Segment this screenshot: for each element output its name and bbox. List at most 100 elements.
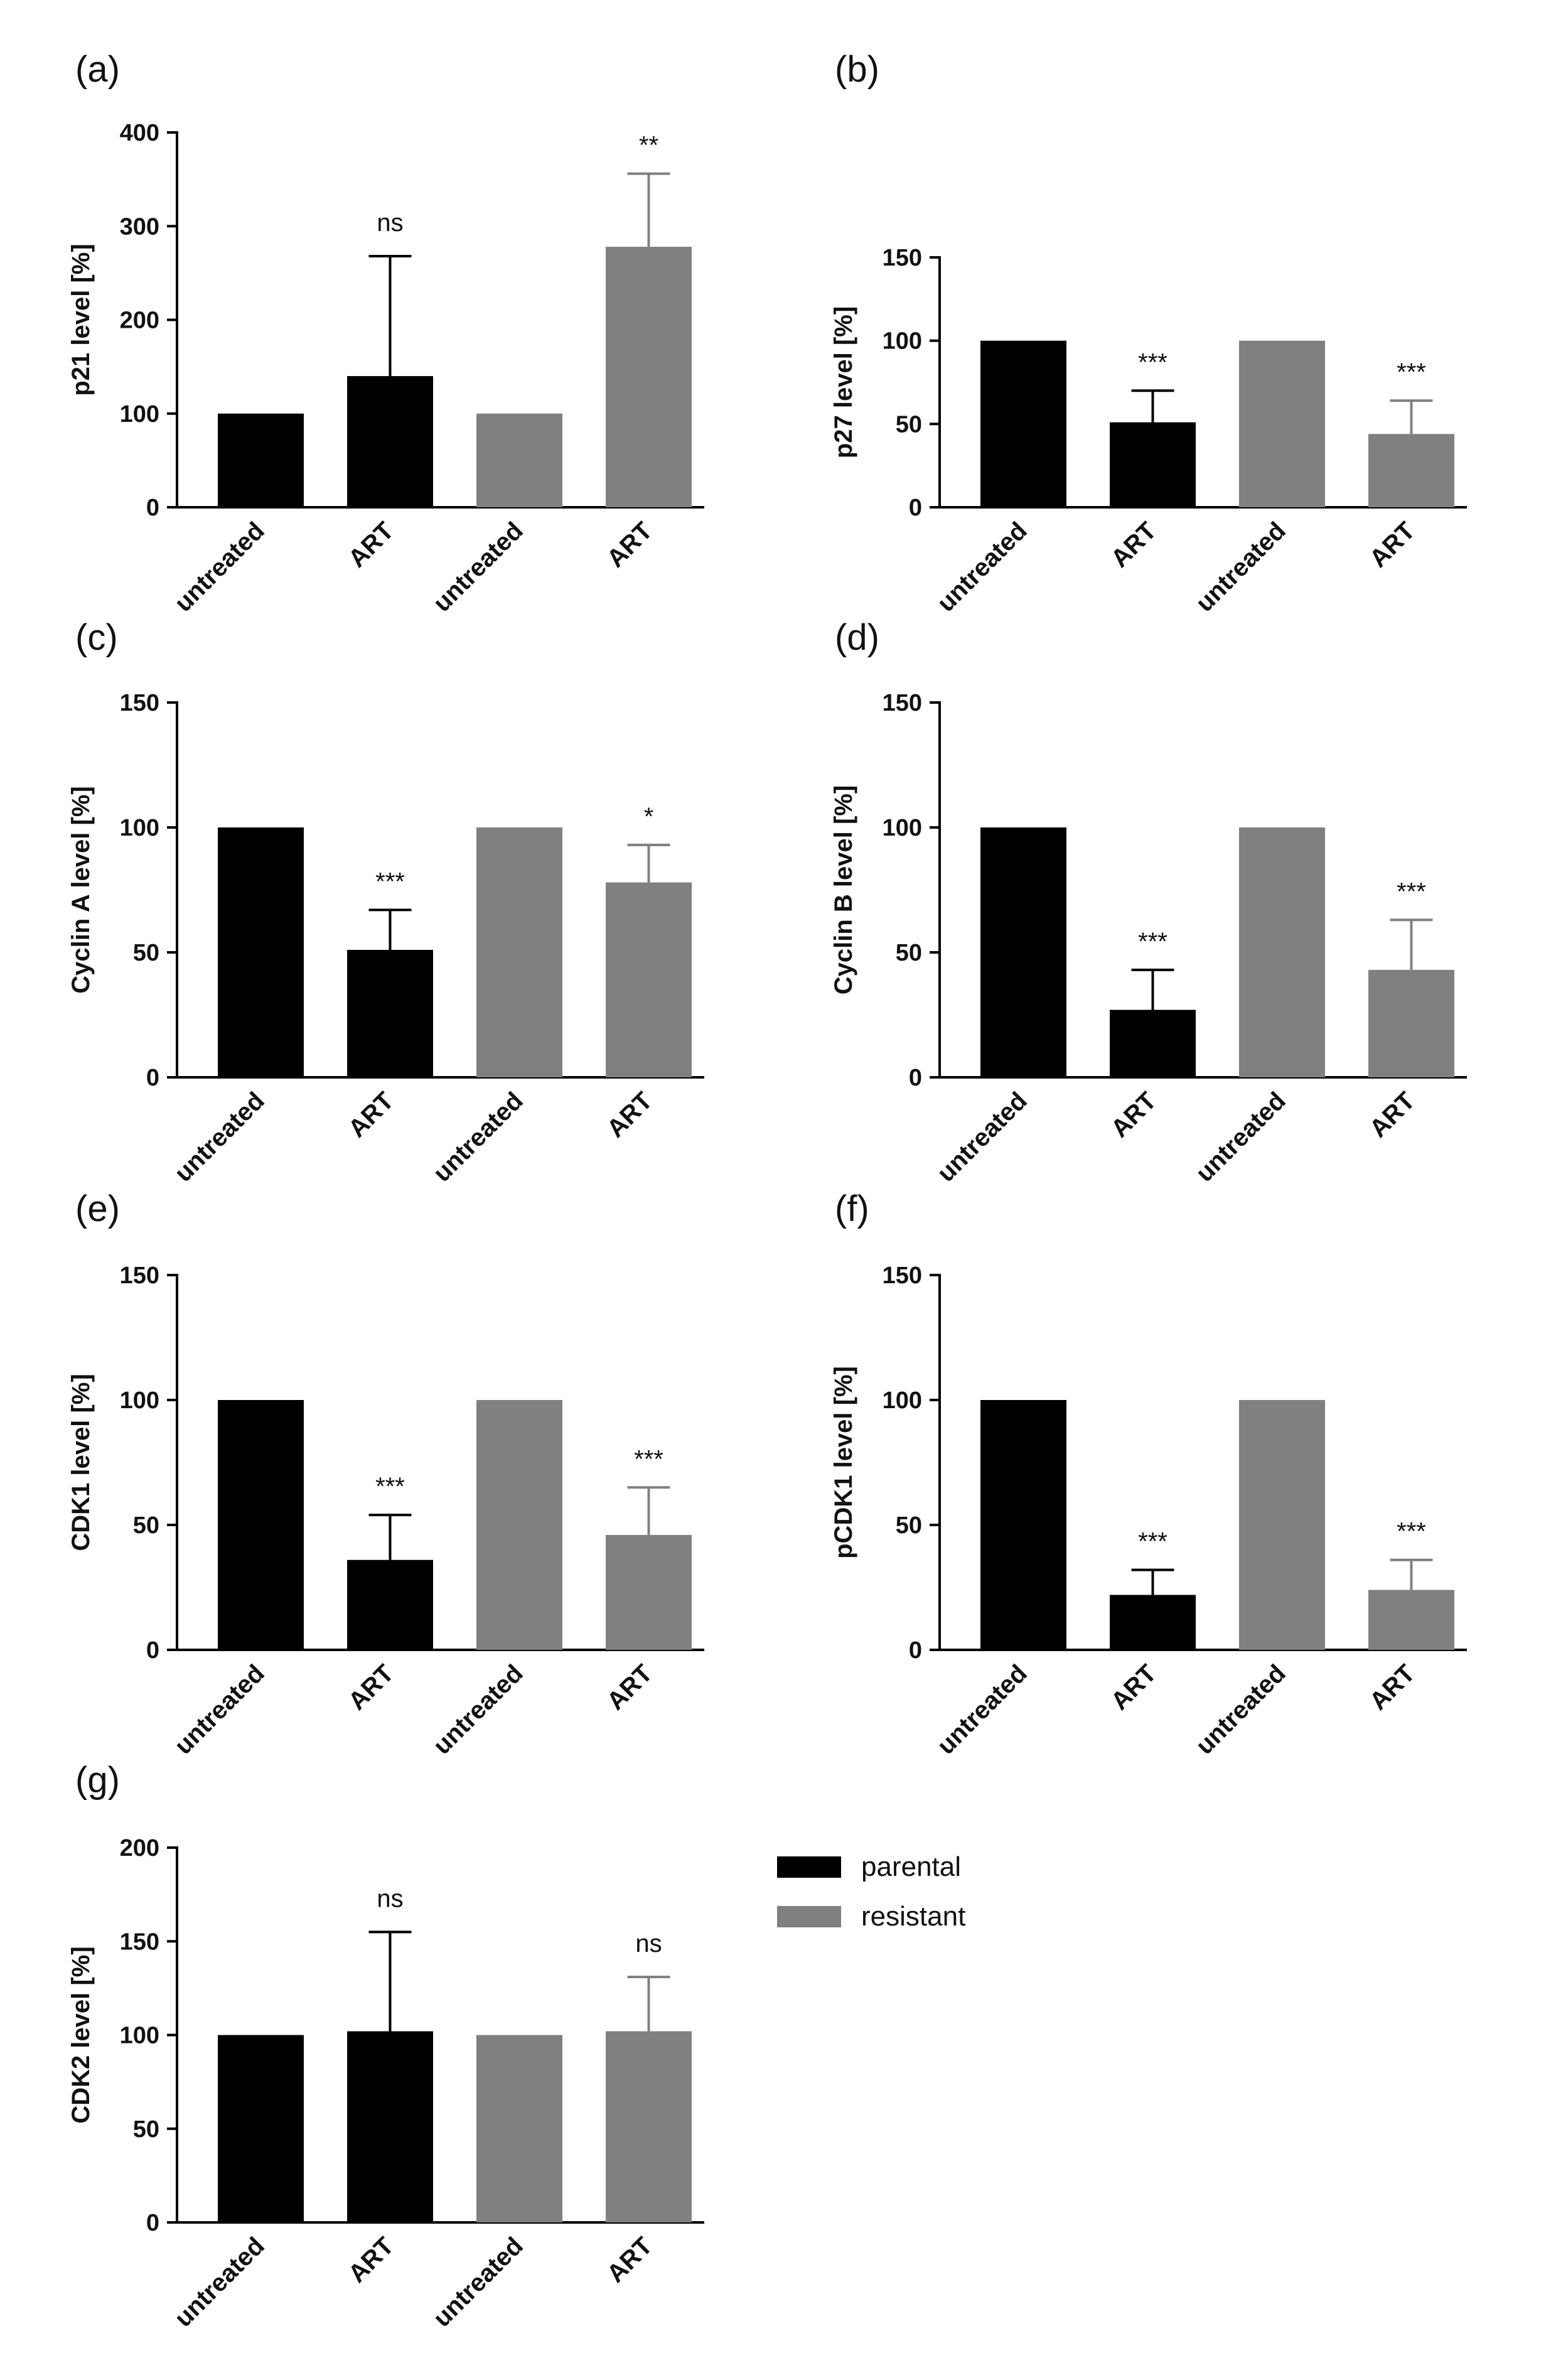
- x-tick-label: untreated: [428, 1659, 529, 1760]
- y-tick-label: 300: [120, 213, 159, 240]
- y-tick-label: 150: [883, 245, 922, 271]
- y-tick-label: 150: [120, 690, 159, 716]
- bar-resistant-untreated: [1239, 1400, 1325, 1650]
- x-tick-label: untreated: [169, 517, 270, 617]
- bar-resistant-untreated: [476, 413, 562, 507]
- bar-parental-art: [347, 376, 433, 507]
- bar-resistant-untreated: [476, 1400, 562, 1650]
- y-tick-label: 100: [120, 2023, 159, 2049]
- legend-label-resistant: resistant: [861, 1901, 965, 1932]
- y-tick-label: 100: [120, 815, 159, 841]
- significance-label: *: [644, 803, 654, 831]
- y-tick-label: 0: [909, 495, 922, 521]
- x-tick-label: ART: [1106, 1087, 1162, 1143]
- chart-panel-3: (c) 0 50 100 150 Cyclin A level [%] untreated *…: [67, 617, 704, 1187]
- x-tick-label: ART: [343, 517, 399, 573]
- bar-resistant-art: [606, 1534, 692, 1650]
- bar-resistant-art: [1368, 969, 1454, 1077]
- x-tick-label: ART: [343, 2232, 399, 2288]
- significance-label: ns: [635, 1930, 662, 1957]
- bar-resistant-art: [1368, 1590, 1454, 1650]
- x-tick-label: untreated: [932, 517, 1033, 617]
- significance-label: ***: [1397, 358, 1426, 386]
- y-tick-label: 50: [133, 2116, 159, 2143]
- bar-parental-art: [347, 950, 433, 1077]
- y-tick-label: 100: [120, 1387, 159, 1414]
- bar-resistant-untreated: [1239, 340, 1325, 507]
- y-tick-label: 100: [120, 401, 159, 428]
- y-tick-label: 50: [896, 1512, 922, 1539]
- x-tick-label: untreated: [428, 1087, 529, 1187]
- y-tick-label: 0: [146, 2210, 159, 2236]
- bar-resistant-untreated: [476, 827, 562, 1077]
- y-axis-label: pCDK1 level [%]: [830, 1366, 857, 1559]
- chart-panel-2: (b) 0 50 100 150 p27 level [%] untreated *** ART…: [830, 49, 1467, 617]
- significance-label: ***: [1138, 928, 1167, 956]
- bar-parental-art: [1110, 1595, 1196, 1650]
- y-tick-label: 0: [146, 1065, 159, 1091]
- panel-label: (g): [75, 1760, 120, 1801]
- significance-label: ***: [375, 1473, 405, 1500]
- legend-swatch-parental: [777, 1856, 841, 1878]
- chart-panel-1: (a) 0 100 200 300 400 p21 level [%] untreated ns…: [67, 49, 704, 617]
- x-tick-label: untreated: [932, 1087, 1033, 1187]
- panel-label: (d): [835, 617, 879, 658]
- y-axis-label: Cyclin A level [%]: [67, 786, 95, 993]
- significance-label: **: [639, 132, 658, 159]
- y-tick-label: 200: [120, 1835, 159, 1861]
- y-tick-label: 150: [883, 690, 922, 716]
- y-tick-label: 0: [909, 1065, 922, 1091]
- significance-label: ***: [1138, 348, 1167, 376]
- y-tick-label: 50: [133, 1512, 159, 1539]
- bar-resistant-art: [1368, 434, 1454, 507]
- y-axis-label: Cyclin B level [%]: [830, 785, 857, 994]
- legend-label-parental: parental: [861, 1851, 961, 1882]
- y-tick-label: 0: [146, 1637, 159, 1664]
- y-axis-label: p27 level [%]: [830, 306, 857, 458]
- y-tick-label: 100: [883, 1387, 922, 1414]
- x-tick-label: untreated: [428, 517, 529, 617]
- y-tick-label: 150: [120, 1929, 159, 1955]
- y-axis-label: p21 level [%]: [67, 244, 95, 396]
- bar-parental-untreated: [218, 827, 304, 1077]
- bar-resistant-art: [606, 2031, 692, 2222]
- significance-label: ***: [1138, 1528, 1167, 1556]
- chart-panel-5: (e) 0 50 100 150 CDK1 level [%] untreated *** AR…: [67, 1188, 704, 1760]
- panel-label: (b): [835, 49, 879, 90]
- x-tick-label: ART: [1365, 517, 1420, 573]
- significance-label: ***: [375, 868, 405, 895]
- panel-label: (c): [75, 617, 118, 658]
- x-tick-label: ART: [602, 1087, 658, 1143]
- bar-parental-untreated: [980, 340, 1066, 507]
- significance-label: ***: [1397, 878, 1426, 905]
- bar-resistant-art: [606, 882, 692, 1077]
- y-tick-label: 150: [120, 1263, 159, 1289]
- x-tick-label: untreated: [428, 2232, 529, 2332]
- chart-panel-6: (f) 0 50 100 150 pCDK1 level [%] untreated *** A…: [830, 1188, 1467, 1760]
- bar-parental-art: [347, 2031, 433, 2222]
- x-tick-label: ART: [1106, 1659, 1162, 1715]
- y-tick-label: 150: [883, 1263, 922, 1289]
- bar-parental-untreated: [980, 827, 1066, 1077]
- x-tick-label: untreated: [1191, 1659, 1291, 1760]
- y-tick-label: 50: [896, 940, 922, 966]
- bar-resistant-untreated: [1239, 827, 1325, 1077]
- bar-resistant-untreated: [476, 2035, 562, 2222]
- bar-resistant-art: [606, 247, 692, 507]
- x-tick-label: untreated: [932, 1659, 1033, 1760]
- y-tick-label: 100: [883, 815, 922, 841]
- y-tick-label: 100: [883, 328, 922, 355]
- x-tick-label: untreated: [169, 2232, 270, 2332]
- y-axis-label: CDK2 level [%]: [67, 1946, 95, 2123]
- significance-label: ns: [377, 209, 403, 237]
- bar-parental-art: [1110, 422, 1196, 507]
- x-tick-label: untreated: [1191, 1087, 1291, 1187]
- y-tick-label: 400: [120, 120, 159, 146]
- x-tick-label: untreated: [1191, 517, 1291, 617]
- bar-parental-untreated: [218, 413, 304, 507]
- y-tick-label: 50: [896, 411, 922, 438]
- panel-label: (f): [835, 1188, 869, 1229]
- bar-parental-untreated: [980, 1400, 1066, 1650]
- y-axis-label: CDK1 level [%]: [67, 1374, 95, 1551]
- legend: parental resistant: [777, 1851, 965, 1932]
